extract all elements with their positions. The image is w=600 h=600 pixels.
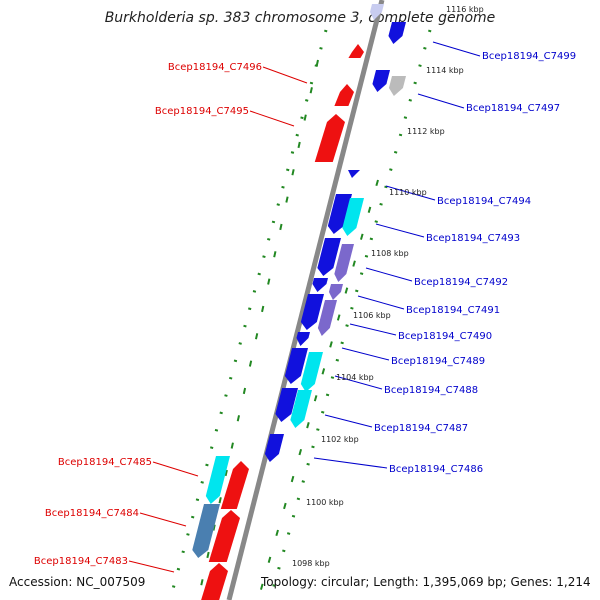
gene-C7487 — [264, 434, 284, 462]
scale-tick-label: 1110 kbp — [389, 188, 427, 197]
cog-lavender-C7499 — [369, 4, 384, 20]
gene-C7483 — [201, 563, 228, 600]
callout-line-Bcep18194_C7483 — [128, 560, 175, 573]
scale-tick-label: 1098 kbp — [292, 559, 330, 568]
callout-line-Bcep18194_C7487 — [324, 414, 373, 428]
callout-line-Bcep18194_C7493 — [375, 223, 425, 238]
cog-cyan-C7489 — [300, 352, 323, 392]
genome-backbone — [226, 0, 385, 600]
scale-tick-label: 1108 kbp — [371, 249, 409, 258]
callout-line-Bcep18194_C7494 — [385, 185, 436, 201]
gene-label-Bcep18194_C7499[interactable]: Bcep18194_C7499 — [482, 51, 576, 62]
scale-tick-label: 1100 kbp — [306, 498, 344, 507]
callout-line-Bcep18194_C7490 — [349, 323, 397, 336]
gene-label-Bcep18194_C7487[interactable]: Bcep18194_C7487 — [374, 423, 468, 434]
callout-line-Bcep18194_C7488 — [334, 375, 383, 390]
gene-C7496 — [334, 84, 354, 106]
gene-C7484 — [208, 510, 240, 562]
cog-steelblue-C7484 — [192, 504, 220, 558]
gene-label-Bcep18194_C7492[interactable]: Bcep18194_C7492 — [414, 277, 508, 288]
callout-line-Bcep18194_C7499 — [432, 41, 481, 57]
cog-purple-C7493 — [334, 244, 354, 282]
callout-line-Bcep18194_C7491 — [357, 295, 405, 310]
gene-C7490 — [296, 332, 310, 346]
gene-label-Bcep18194_C7489[interactable]: Bcep18194_C7489 — [391, 356, 485, 367]
callout-line-Bcep18194_C7485 — [152, 461, 199, 477]
callout-line-Bcep18194_C7496 — [262, 66, 308, 84]
gene-label-Bcep18194_C7494[interactable]: Bcep18194_C7494 — [437, 196, 531, 207]
gene-label-Bcep18194_C7495[interactable]: Bcep18194_C7495 — [155, 106, 249, 117]
gene-label-Bcep18194_C7493[interactable]: Bcep18194_C7493 — [426, 233, 520, 244]
gene-label-Bcep18194_C7491[interactable]: Bcep18194_C7491 — [406, 305, 500, 316]
gene-label-Bcep18194_C7484[interactable]: Bcep18194_C7484 — [45, 508, 139, 519]
gene-C7494 — [327, 194, 352, 234]
callout-line-Bcep18194_C7489 — [341, 347, 390, 361]
topology-text: Topology: circular; Length: 1,395,069 bp… — [261, 575, 591, 589]
cog-cyan-C7485 — [205, 456, 230, 504]
gene-label-Bcep18194_C7490[interactable]: Bcep18194_C7490 — [398, 331, 492, 342]
callout-line-Bcep18194_C7486 — [313, 457, 388, 469]
cog-purple-C7492 — [328, 284, 343, 300]
gene-C7499 — [388, 22, 406, 44]
callout-line-Bcep18194_C7497 — [417, 93, 465, 109]
scale-ticks: 1116 kbp 1114 kbp 1112 kbp 1110 kbp 1108 kbp… — [292, 5, 484, 568]
cog-cyan-C7488 — [290, 390, 312, 428]
scale-tick-label: 1106 kbp — [353, 311, 391, 320]
cog-grey-C7497 — [388, 76, 406, 96]
gene-label-Bcep18194_C7488[interactable]: Bcep18194_C7488 — [384, 385, 478, 396]
track-inner-right — [257, 179, 379, 600]
gene-C7491 — [300, 294, 324, 330]
gene-C7493 — [317, 238, 341, 276]
gene-features — [192, 4, 406, 600]
gene-C7488 — [275, 388, 298, 422]
gene-C7492 — [312, 278, 328, 292]
scale-tick-label: 1114 kbp — [426, 66, 464, 75]
gene-label-Bcep18194_C7485[interactable]: Bcep18194_C7485 — [58, 457, 152, 468]
gene-C7485 — [220, 461, 249, 509]
callout-line-Bcep18194_C7495 — [249, 110, 295, 127]
callout-line-Bcep18194_C7484 — [139, 512, 187, 527]
gene-C7497 — [372, 70, 390, 92]
gene-label-Bcep18194_C7497[interactable]: Bcep18194_C7497 — [466, 103, 560, 114]
scale-tick-label: 1102 kbp — [321, 435, 359, 444]
accession-text: Accession: NC_007509 — [9, 575, 146, 589]
callout-line-Bcep18194_C7492 — [365, 267, 413, 282]
gene-labels: Bcep18194_C7496 Bcep18194_C7495 Bcep18194_… — [34, 41, 576, 573]
gene-red-small — [348, 44, 364, 58]
gene-C7495 — [314, 114, 345, 162]
cog-purple-C7491 — [317, 300, 337, 336]
gene-C7489 — [284, 348, 308, 384]
scale-tick-label: 1116 kbp — [446, 5, 484, 14]
gene-label-Bcep18194_C7483[interactable]: Bcep18194_C7483 — [34, 556, 128, 567]
gene-small-blue — [348, 170, 360, 178]
cog-cyan-C7494 — [342, 198, 364, 236]
scale-tick-label: 1104 kbp — [336, 373, 374, 382]
scale-tick-label: 1112 kbp — [407, 127, 445, 136]
gene-label-Bcep18194_C7486[interactable]: Bcep18194_C7486 — [389, 464, 483, 475]
gene-label-Bcep18194_C7496[interactable]: Bcep18194_C7496 — [168, 62, 262, 73]
